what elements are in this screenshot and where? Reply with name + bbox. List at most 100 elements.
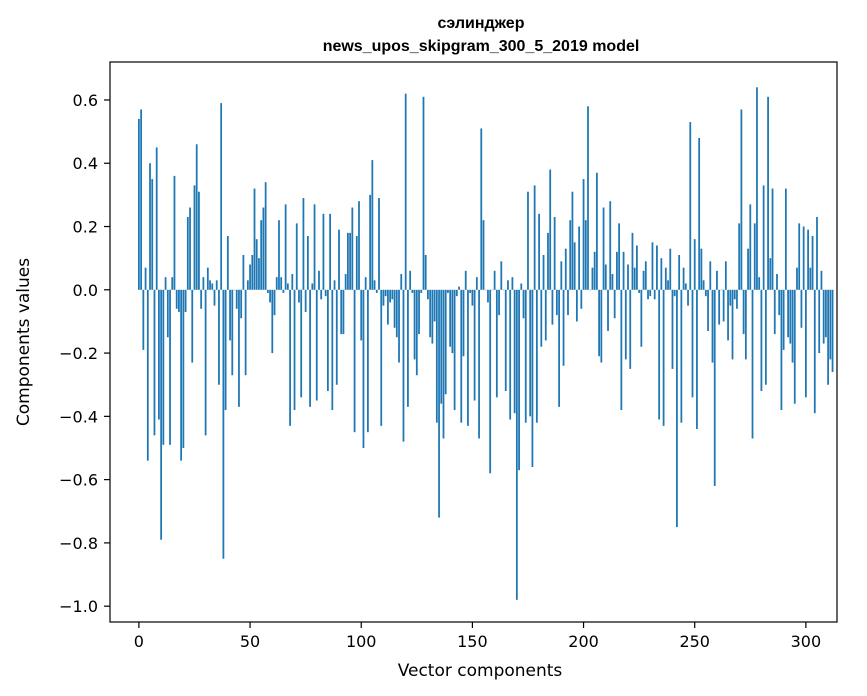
bar (549, 169, 552, 290)
bar (813, 289, 816, 414)
bar (442, 289, 445, 439)
bar (587, 106, 589, 290)
bar (580, 289, 583, 309)
bar (278, 220, 280, 290)
bar (798, 223, 801, 290)
bar (304, 289, 307, 312)
bar (507, 280, 509, 290)
bar (702, 280, 705, 290)
bar (613, 289, 616, 319)
bar (349, 232, 351, 290)
bar (360, 289, 363, 341)
bar (347, 232, 349, 290)
bar (329, 213, 331, 290)
y-tick-label: −0.4 (59, 407, 98, 426)
bar (500, 261, 503, 290)
bar (440, 289, 443, 404)
bar (631, 232, 634, 290)
bar (353, 289, 356, 433)
x-tick-label: 150 (457, 632, 488, 651)
bar (764, 289, 767, 385)
bar (191, 289, 194, 363)
bar (727, 289, 729, 341)
bar (578, 226, 580, 290)
x-tick-label: 100 (346, 632, 377, 651)
bar (598, 289, 600, 357)
bar (173, 175, 176, 290)
bar (698, 137, 701, 290)
bar (555, 289, 558, 316)
bar (438, 289, 440, 518)
bar (318, 270, 320, 290)
bar (249, 264, 251, 290)
bar (547, 232, 549, 290)
bar (816, 217, 818, 290)
bar (244, 289, 247, 376)
bar (638, 289, 641, 293)
bar (498, 289, 500, 316)
bar (153, 289, 156, 436)
bar (246, 280, 249, 290)
bar (178, 289, 180, 312)
bar (480, 128, 483, 290)
bar (322, 213, 325, 290)
bar (193, 185, 196, 290)
bar (769, 258, 772, 290)
bar (400, 273, 403, 290)
x-tick-label: 0 (134, 632, 144, 651)
bar (280, 277, 283, 290)
bar (258, 258, 260, 290)
bar (533, 185, 536, 290)
bar (669, 248, 672, 290)
bar (138, 118, 140, 290)
bar (742, 289, 745, 335)
bar (382, 289, 385, 306)
bar (313, 204, 316, 290)
bar (202, 277, 205, 290)
bar (342, 289, 345, 335)
bar (142, 289, 145, 350)
bar (315, 289, 318, 401)
bar (309, 289, 311, 407)
bar (420, 289, 423, 293)
bar (433, 289, 436, 322)
bar (380, 289, 383, 426)
bar (573, 242, 576, 290)
bar (784, 188, 787, 290)
bar (427, 289, 429, 300)
bar (409, 270, 412, 290)
y-axis: −1.0 −0.8 −0.6 −0.4 −0.2 0.0 0.2 0.4 0.6 (59, 91, 110, 616)
bar (269, 289, 271, 303)
bar (455, 289, 458, 297)
bar (718, 289, 721, 325)
bar (424, 254, 427, 290)
bar (431, 289, 434, 344)
bar (740, 109, 743, 290)
bar (478, 289, 480, 439)
bar (471, 289, 474, 306)
bar (831, 289, 834, 373)
bar (255, 239, 258, 290)
bar (633, 267, 636, 290)
bar (295, 223, 298, 290)
bar (462, 289, 465, 357)
bar (149, 163, 151, 290)
bar (778, 289, 781, 316)
bar (551, 289, 554, 325)
bar (607, 289, 609, 331)
bar (475, 277, 478, 290)
bar (482, 220, 485, 290)
bar (355, 236, 358, 290)
bar (524, 289, 527, 423)
bar (564, 248, 567, 290)
bar (251, 254, 254, 290)
bar (162, 289, 165, 445)
bar (656, 245, 658, 290)
x-axis-label: Vector components (398, 661, 563, 681)
y-tick-label: −1.0 (59, 597, 98, 616)
bar (273, 289, 276, 316)
bar (544, 289, 547, 341)
bar (344, 273, 347, 290)
bar (582, 179, 585, 290)
